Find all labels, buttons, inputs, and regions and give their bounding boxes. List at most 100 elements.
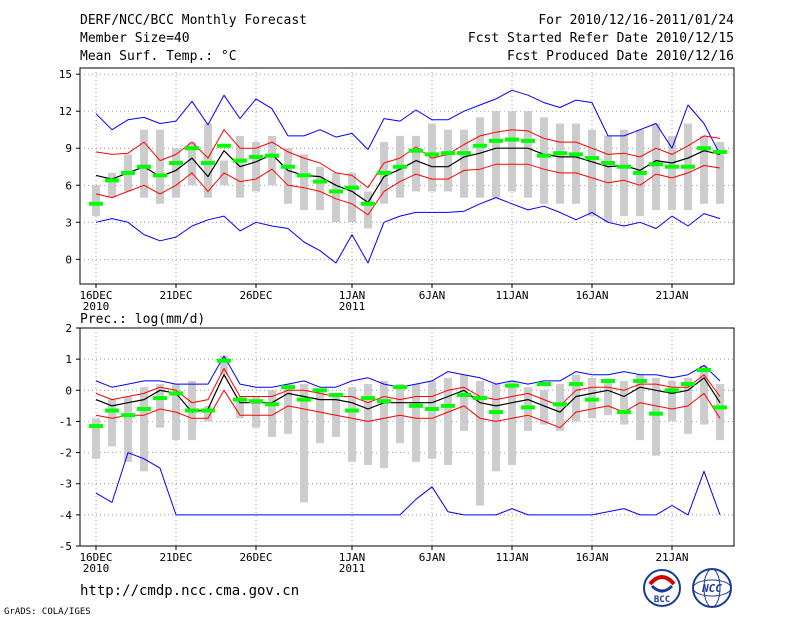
prec-climate-marker (345, 408, 359, 413)
prec-climate-marker (649, 411, 663, 416)
prec-climate-marker (617, 410, 631, 415)
prec-climate-marker (169, 391, 183, 396)
prec-spread-bar (444, 377, 452, 466)
prec-spread-bar (556, 384, 564, 431)
prec-x-year-label: 2011 (339, 562, 366, 575)
prec-climate-marker (281, 385, 295, 390)
temp-y-tick-label: 12 (59, 105, 72, 118)
temp-climate-marker (553, 151, 567, 156)
prec-climate-marker (361, 396, 375, 401)
prec-climate-marker (249, 399, 263, 404)
temp-climate-marker (233, 158, 247, 163)
prec-y-tick-label: 2 (65, 322, 72, 335)
prec-max-line (95, 355, 721, 388)
prec-x-tick-label: 26DEC (239, 551, 272, 564)
temp-climate-marker (249, 154, 263, 159)
prec-climate-marker (489, 410, 503, 415)
prec-spread-bar (636, 374, 644, 441)
temp-climate-marker (697, 146, 711, 151)
temp-mean-line (95, 147, 721, 204)
prec-y-tick-label: -4 (59, 509, 73, 522)
prec-spread-bar (316, 390, 324, 444)
temp-spread-bar (172, 148, 180, 198)
source-url[interactable]: http://cmdp.ncc.cma.gov.cn (80, 583, 299, 599)
temperature-panel: 0 3 6 9 12 15 16DEC 21DEC 26DEC 1JAN 6JAN 11JAN 16JA… (59, 67, 735, 313)
prec-x-year-label: 2010 (83, 562, 110, 575)
prec-climate-marker (329, 392, 343, 397)
prec-spread-bar (604, 380, 612, 416)
prec-spread-bar (124, 396, 132, 462)
temp-climate-marker (409, 148, 423, 153)
temp-climate-marker (377, 170, 391, 175)
prec-y-tick-label: 1 (65, 353, 72, 366)
temp-climate-marker (441, 151, 455, 156)
temp-climate-marker (281, 164, 295, 169)
temp-spread-bar (668, 135, 676, 210)
prec-y-tick-label: 0 (65, 384, 72, 397)
prec-spread-bar (620, 380, 628, 425)
temp-climate-marker (569, 152, 583, 157)
prec-spread-bar (92, 418, 100, 459)
prec-climate-marker (681, 382, 695, 387)
temp-climate-marker (521, 138, 535, 143)
prec-spread-bar (108, 399, 116, 447)
chart-title: DERF/NCC/BCC Monthly Forecast (80, 13, 307, 28)
prec-climate-marker (297, 397, 311, 402)
prec-spread-bar (236, 396, 244, 419)
precipitation-panel: -5 -4 -3 -2 -1 0 1 2 16DEC 21DEC 26DEC 1JAN 6JAN 11JA… (59, 322, 735, 575)
prec-climate-marker (377, 399, 391, 404)
prec-climate-marker (201, 408, 215, 413)
temp-lower-line (95, 163, 721, 216)
forecast-period-label: For 2010/12/16-2011/01/24 (538, 13, 734, 28)
prec-climate-marker (425, 406, 439, 411)
temp-spread-bar (652, 123, 660, 210)
prec-spread-bar (220, 356, 228, 375)
prec-spread-bar (412, 384, 420, 462)
temp-spread-bar (556, 123, 564, 204)
temp-spread-bar (444, 129, 452, 192)
prec-climate-marker (265, 402, 279, 407)
prec-min-line (95, 452, 721, 516)
temp-spread-bar (300, 154, 308, 210)
prec-spread-bar (252, 396, 260, 428)
prec-spread-bar (284, 384, 292, 434)
prec-spread-bar (476, 380, 484, 506)
temp-spread-bar (588, 129, 596, 217)
temp-y-tick-label: 6 (65, 179, 72, 192)
temp-x-tick-label: 16DEC (79, 289, 112, 302)
temp-spread-bar (524, 111, 532, 198)
prec-climate-marker (601, 378, 615, 383)
temperature-variable-label: Mean Surf. Temp.: °C (80, 49, 237, 64)
ncc-logo: NCC (692, 568, 732, 608)
prec-climate-marker (569, 382, 583, 387)
forecast-produced-label: Fcst Produced Date 2010/12/16 (507, 49, 734, 64)
prec-spread-bar (156, 384, 164, 428)
prec-climate-marker (585, 397, 599, 402)
prec-mean-line (95, 374, 721, 413)
bcc-logo-text: BCC (654, 595, 670, 605)
prec-climate-marker (441, 403, 455, 408)
temp-spread-bar (492, 111, 500, 198)
temp-climate-marker (585, 156, 599, 161)
prec-spread-bar (540, 390, 548, 425)
temp-climate-marker (473, 143, 487, 148)
prec-y-tick-label: -1 (59, 415, 72, 428)
temp-climate-marker (537, 153, 551, 158)
prec-spread-bar (572, 374, 580, 422)
prec-climate-marker (121, 413, 135, 418)
temp-climate-marker (505, 137, 519, 142)
temp-spread-bar (508, 111, 516, 192)
temp-y-tick-label: 15 (59, 68, 72, 81)
temp-x-tick-label: 21JAN (655, 289, 688, 302)
temp-climate-marker (617, 164, 631, 169)
temp-climate-marker (713, 149, 727, 154)
temp-spread-bar (476, 117, 484, 198)
prec-spread-bar (268, 390, 276, 437)
temp-climate-marker (633, 170, 647, 175)
temp-climate-marker (601, 161, 615, 166)
prec-climate-marker (633, 378, 647, 383)
temp-upper-line (95, 129, 721, 189)
temp-spread-bar (188, 142, 196, 186)
prec-climate-marker (233, 397, 247, 402)
